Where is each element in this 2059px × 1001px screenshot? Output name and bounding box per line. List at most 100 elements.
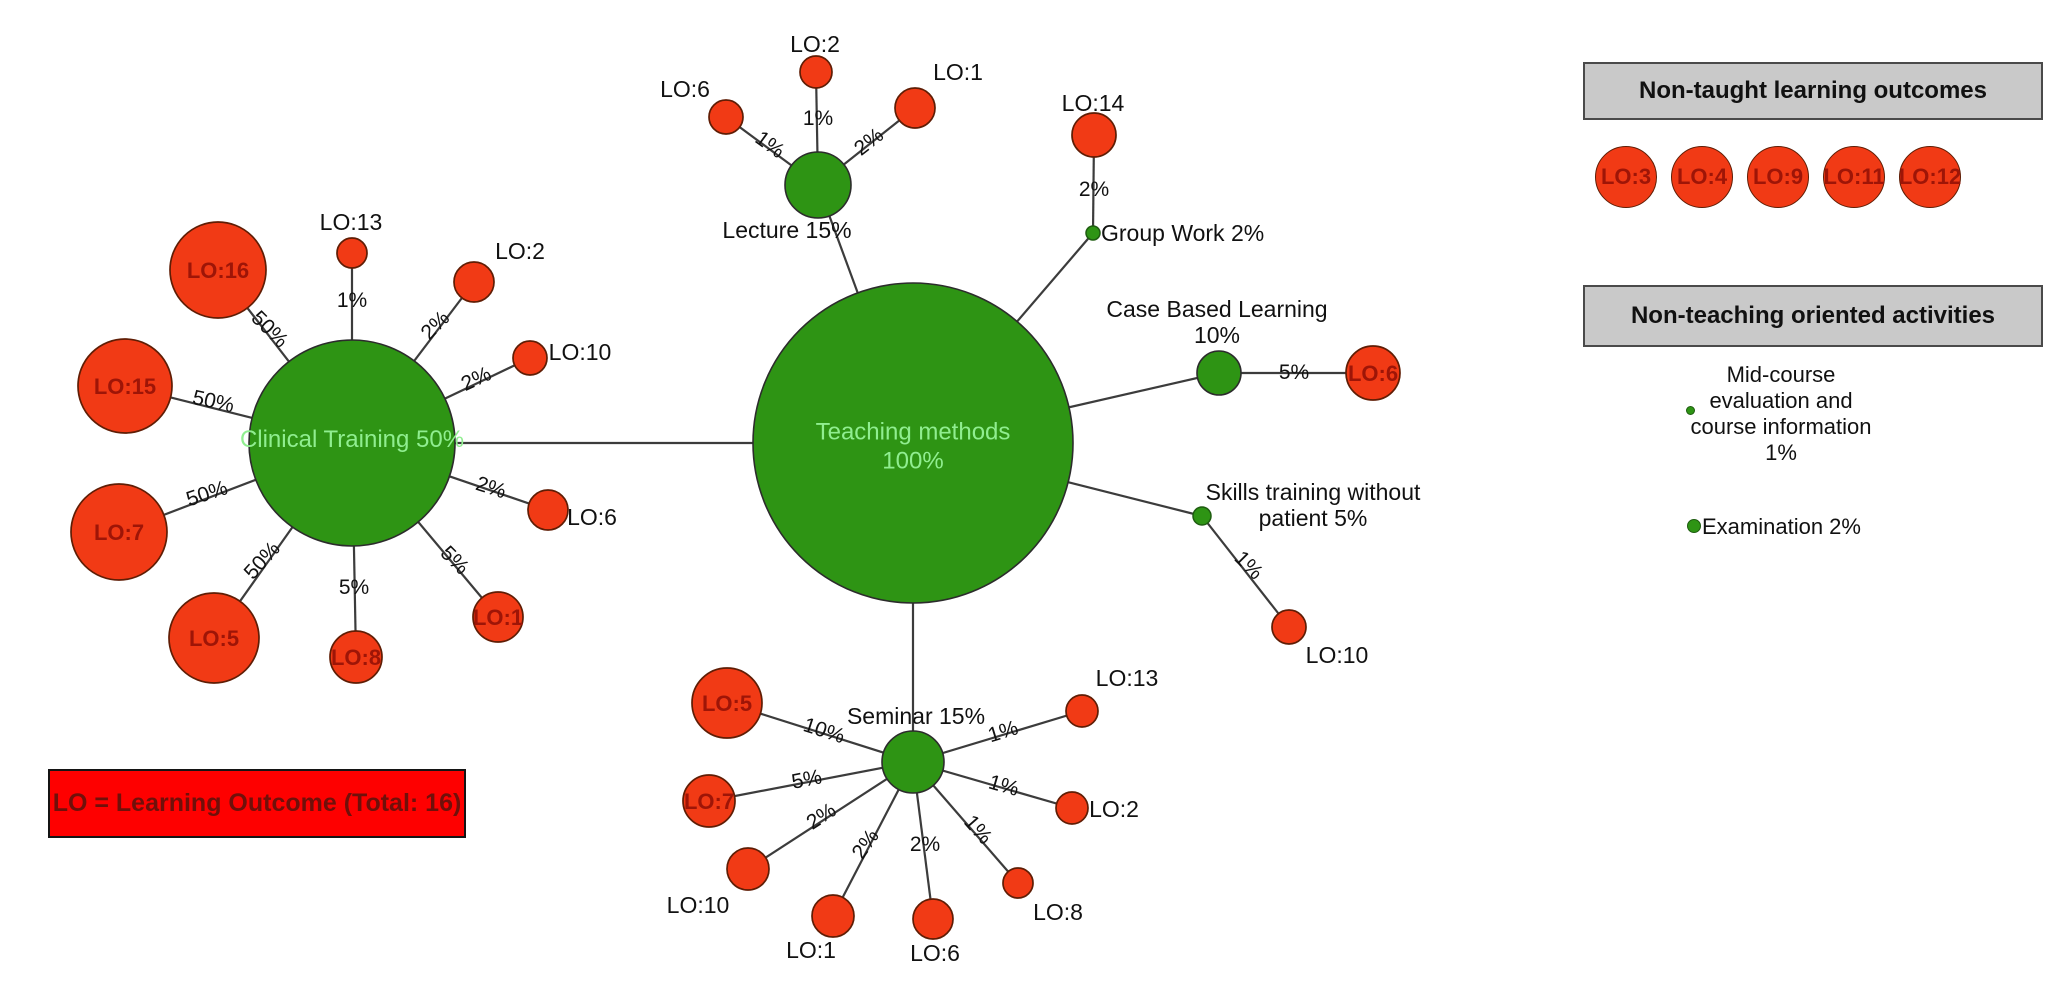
edge-label-lecture-lo2l: 1%	[803, 107, 833, 130]
non-teaching-title: Non-teaching oriented activities	[1630, 302, 1996, 329]
examination-dot	[1687, 519, 1701, 533]
label-lo1s: LO:1	[786, 937, 836, 963]
label-lo8s: LO:8	[1033, 899, 1083, 925]
edge-label-clinical-lo15: 50%	[190, 386, 236, 417]
non-teaching-header: Non-teaching oriented activities	[1583, 285, 2043, 347]
label-lecture: Lecture 15%	[722, 217, 851, 243]
legend-outcome-lo3: LO:3	[1595, 146, 1657, 208]
node-lo13c	[336, 237, 368, 269]
legend-outcome-lo4: LO:4	[1671, 146, 1733, 208]
edge-seminar-lo7s	[708, 760, 914, 803]
edge-label-seminar-lo6s: 2%	[910, 833, 940, 856]
edge-label-seminar-lo2s: 1%	[986, 771, 1022, 801]
node-lo1c	[472, 591, 524, 643]
edge-label-clinical-lo13c: 1%	[337, 289, 367, 312]
label-lo8c: LO:8	[331, 645, 381, 670]
midcourse-activity-text: Mid-course evaluation and course informati…	[1690, 362, 1872, 465]
node-lo10c	[512, 340, 548, 376]
label-lo1l: LO:1	[933, 59, 983, 85]
node-lo2l	[799, 55, 833, 89]
node-lo5c	[168, 592, 260, 684]
legend-outcome-lo11: LO:11	[1823, 146, 1885, 208]
edge-label-clinical-lo16: 50%	[247, 306, 293, 352]
node-lo15	[77, 338, 173, 434]
label-cbl: Case Based Learning 10%	[1106, 296, 1327, 348]
legend-outcome-lo9: LO:9	[1747, 146, 1809, 208]
examination-activity-text: Examination 2%	[1702, 514, 1861, 539]
node-lo1s	[811, 894, 855, 938]
edge-label-clinical-lo7c: 50%	[183, 476, 230, 511]
node-lo7c	[70, 483, 168, 581]
edge-label-clinical-lo6cl: 2%	[473, 472, 509, 503]
label-lo5c: LO:5	[189, 626, 239, 651]
non-taught-title: Non-taught learning outcomes	[1639, 77, 1987, 104]
node-lo8c	[329, 630, 383, 684]
edge-label-clinical-lo5c: 50%	[240, 537, 285, 584]
midcourse-dot	[1686, 406, 1695, 415]
node-lo6cb	[1345, 345, 1401, 401]
lo-note-text: LO = Learning Outcome (Total: 16)	[52, 789, 462, 817]
node-cbl	[1196, 350, 1242, 396]
label-lo6cl: LO:6	[567, 504, 617, 530]
edge-label-seminar-lo8s: 1%	[959, 811, 996, 849]
node-lo6cl	[527, 489, 569, 531]
node-lecture	[784, 151, 852, 219]
label-lo5s: LO:5	[702, 691, 752, 716]
node-lo10sem	[726, 847, 770, 891]
node-teaching	[752, 282, 1074, 604]
label-groupwork: Group Work 2%	[1101, 220, 1264, 246]
label-seminar: Seminar 15%	[847, 703, 985, 729]
label-clinical: Clinical Training 50%	[240, 426, 464, 453]
label-lo2c: LO:2	[495, 238, 545, 264]
label-lo6cb: LO:6	[1348, 361, 1398, 386]
node-lo14	[1071, 112, 1117, 158]
label-lo1c: LO:1	[473, 605, 523, 630]
label-lo14: LO:14	[1062, 90, 1125, 116]
edge-label-clinical-lo2c: 2%	[417, 307, 455, 345]
label-lo13s: LO:13	[1096, 665, 1159, 691]
label-lo6s: LO:6	[910, 940, 960, 966]
label-lo15: LO:15	[94, 374, 156, 399]
non-taught-outcomes-row: LO:3 LO:4 LO:9 LO:11 LO:12	[1595, 146, 1961, 208]
node-skills	[1192, 506, 1212, 526]
node-clinical	[248, 339, 456, 547]
edge-skills-lo10s	[1201, 515, 1290, 628]
node-lo6l	[708, 99, 744, 135]
node-lo2c	[453, 261, 495, 303]
node-seminar	[881, 730, 945, 794]
non-taught-header: Non-taught learning outcomes	[1583, 62, 2043, 120]
node-lo16	[169, 221, 267, 319]
node-lo7s	[682, 774, 736, 828]
legend-outcome-lo12: LO:12	[1899, 146, 1961, 208]
label-lo16: LO:16	[187, 258, 249, 283]
node-lo8s	[1002, 867, 1034, 899]
node-lo1l	[894, 87, 936, 129]
edge-label-groupwork-lo14: 2%	[1079, 178, 1109, 201]
node-groupwork	[1085, 225, 1101, 241]
edge-label-clinical-lo8c: 5%	[339, 576, 369, 599]
edge-label-seminar-lo7s: 5%	[790, 765, 824, 793]
node-lo2s	[1055, 791, 1089, 825]
label-lo2l: LO:2	[790, 31, 840, 57]
node-lo10s	[1271, 609, 1307, 645]
edge-label-lecture-lo6l: 1%	[751, 127, 789, 163]
edge-label-skills-lo10s: 1%	[1230, 547, 1268, 585]
edge-seminar-lo10sem	[747, 761, 914, 870]
lo-note-box: LO = Learning Outcome (Total: 16)	[48, 769, 466, 838]
label-skills: Skills training without patient 5%	[1206, 479, 1421, 531]
label-lo7s: LO:7	[684, 789, 734, 814]
edge-label-clinical-lo1c: 5%	[436, 542, 474, 580]
node-lo13s	[1065, 694, 1099, 728]
label-lo6l: LO:6	[660, 76, 710, 102]
edge-label-seminar-lo5s: 10%	[800, 713, 847, 748]
node-lo5s	[691, 667, 763, 739]
edge-label-seminar-lo13s: 1%	[985, 716, 1021, 747]
label-lo7c: LO:7	[94, 520, 144, 545]
label-teaching: Teaching methods 100%	[816, 419, 1011, 475]
label-lo13c: LO:13	[320, 209, 383, 235]
edge-label-cbl-lo6cb: 5%	[1279, 361, 1309, 384]
label-lo10c: LO:10	[549, 339, 612, 365]
label-lo2s: LO:2	[1089, 796, 1139, 822]
